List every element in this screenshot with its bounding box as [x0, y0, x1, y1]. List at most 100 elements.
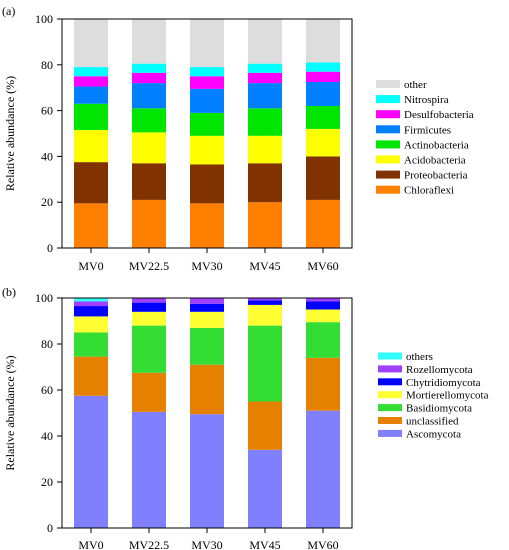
bar-segment [74, 395, 108, 528]
legend-label: Mortierellomycota [406, 390, 489, 402]
x-tick-label: MV45 [249, 538, 280, 550]
bar-segment [306, 410, 340, 528]
legend-label: Chytridiomycota [406, 377, 481, 389]
bar-segment [190, 135, 224, 165]
y-tick-label: 80 [41, 58, 53, 72]
bar-segment [190, 112, 224, 136]
y-tick-label: 80 [41, 337, 53, 351]
legend-label: Desulfobacteria [404, 109, 474, 121]
bar-segment [74, 316, 108, 333]
bar-segment [248, 19, 282, 64]
y-tick-label: 0 [47, 521, 53, 535]
bar-segment [248, 135, 282, 164]
legend-swatch [376, 80, 400, 88]
bar-segment [190, 19, 224, 68]
bar-segment [190, 298, 224, 304]
bar-segment [74, 298, 108, 302]
bar-segment [74, 356, 108, 396]
bar-segment [74, 162, 108, 204]
bar-segment [248, 63, 282, 73]
bar-segment [190, 303, 224, 312]
bar-segment [306, 322, 340, 358]
y-axis-label: Relative abundance (%) [3, 355, 17, 470]
bar-segment [190, 67, 224, 77]
bar-segment [132, 372, 166, 412]
bar-segment [306, 309, 340, 323]
legend-label: Acidobacteria [404, 155, 466, 167]
x-tick-label: MV60 [307, 538, 338, 550]
legend-label: Actinobacteria [404, 139, 469, 151]
bar-segment [132, 298, 166, 303]
legend-swatch [378, 378, 402, 386]
bar-segment [74, 67, 108, 77]
bar-segment [132, 311, 166, 326]
bar-segment [74, 130, 108, 163]
bar-segment [248, 298, 282, 301]
bar-segment [74, 86, 108, 104]
x-tick-label: MV22.5 [129, 259, 169, 273]
bar-segment [74, 306, 108, 317]
bar-segment [306, 199, 340, 248]
bar-segment [132, 132, 166, 164]
bar-segment [190, 203, 224, 248]
panel-label: (b) [2, 285, 16, 299]
bar-segment [248, 304, 282, 326]
y-tick-label: 20 [41, 195, 53, 209]
legend-swatch [378, 417, 402, 424]
bar-segment [306, 156, 340, 200]
bar-segment [74, 103, 108, 131]
bar-segment [132, 411, 166, 528]
panel-b: (b) Relative abundance (%) 0 20 40 60 80 100 MV0… [2, 285, 489, 550]
legend-label: Proteobacteria [404, 170, 468, 182]
bar-segment [190, 414, 224, 528]
bar-segment [306, 128, 340, 157]
bar-segment [248, 401, 282, 450]
legend-swatch [376, 110, 400, 119]
bar-segment [306, 298, 340, 302]
bar-segment [132, 108, 166, 133]
legend-label: others [406, 351, 433, 363]
bar-segment [306, 71, 340, 82]
bar-segment [248, 449, 282, 528]
legend-swatch [376, 140, 400, 149]
y-tick-label: 0 [47, 241, 53, 255]
bar-segment [74, 76, 108, 87]
bar-segment [306, 19, 340, 63]
panel-label: (a) [2, 4, 15, 18]
bar-segment [248, 72, 282, 84]
legend-label: Basidiomycota [406, 403, 472, 415]
x-tick-label: MV60 [307, 259, 338, 273]
y-tick-label: 40 [41, 149, 53, 163]
x-tick-label: MV0 [78, 538, 103, 550]
y-tick-label: 40 [41, 429, 53, 443]
bar-segment [306, 106, 340, 129]
bar-segment [132, 19, 166, 64]
x-tick-label: MV30 [191, 259, 222, 273]
legend-label: Ascomycota [406, 428, 461, 440]
legend-label: unclassified [406, 416, 459, 428]
bar-segment [74, 301, 108, 307]
legend-label: Chloraflexi [404, 185, 454, 197]
bar-segment [190, 364, 224, 415]
x-tick-label: MV0 [78, 259, 103, 273]
panel-a: (a) Relative abundance (%) 0 20 40 60 80 100 MV0… [2, 4, 474, 273]
bar-segment [132, 163, 166, 200]
bar-segment [74, 332, 108, 357]
bar-segment [248, 202, 282, 248]
y-axis-label: Relative abundance (%) [3, 76, 17, 191]
bar-segment [190, 88, 224, 113]
bar-segment [132, 199, 166, 248]
bar-segment [132, 325, 166, 373]
bar-segment [306, 62, 340, 72]
legend-swatch [378, 352, 402, 360]
legend-label: other [404, 79, 427, 91]
legend-swatch [378, 365, 402, 373]
y-tick-label: 60 [41, 383, 53, 397]
bar-segment [132, 302, 166, 312]
legend-label: Rozellomycota [406, 364, 473, 376]
bar-segment [132, 72, 166, 84]
bar-segment [190, 164, 224, 204]
bar-segment [248, 163, 282, 203]
bar-segment [248, 108, 282, 136]
